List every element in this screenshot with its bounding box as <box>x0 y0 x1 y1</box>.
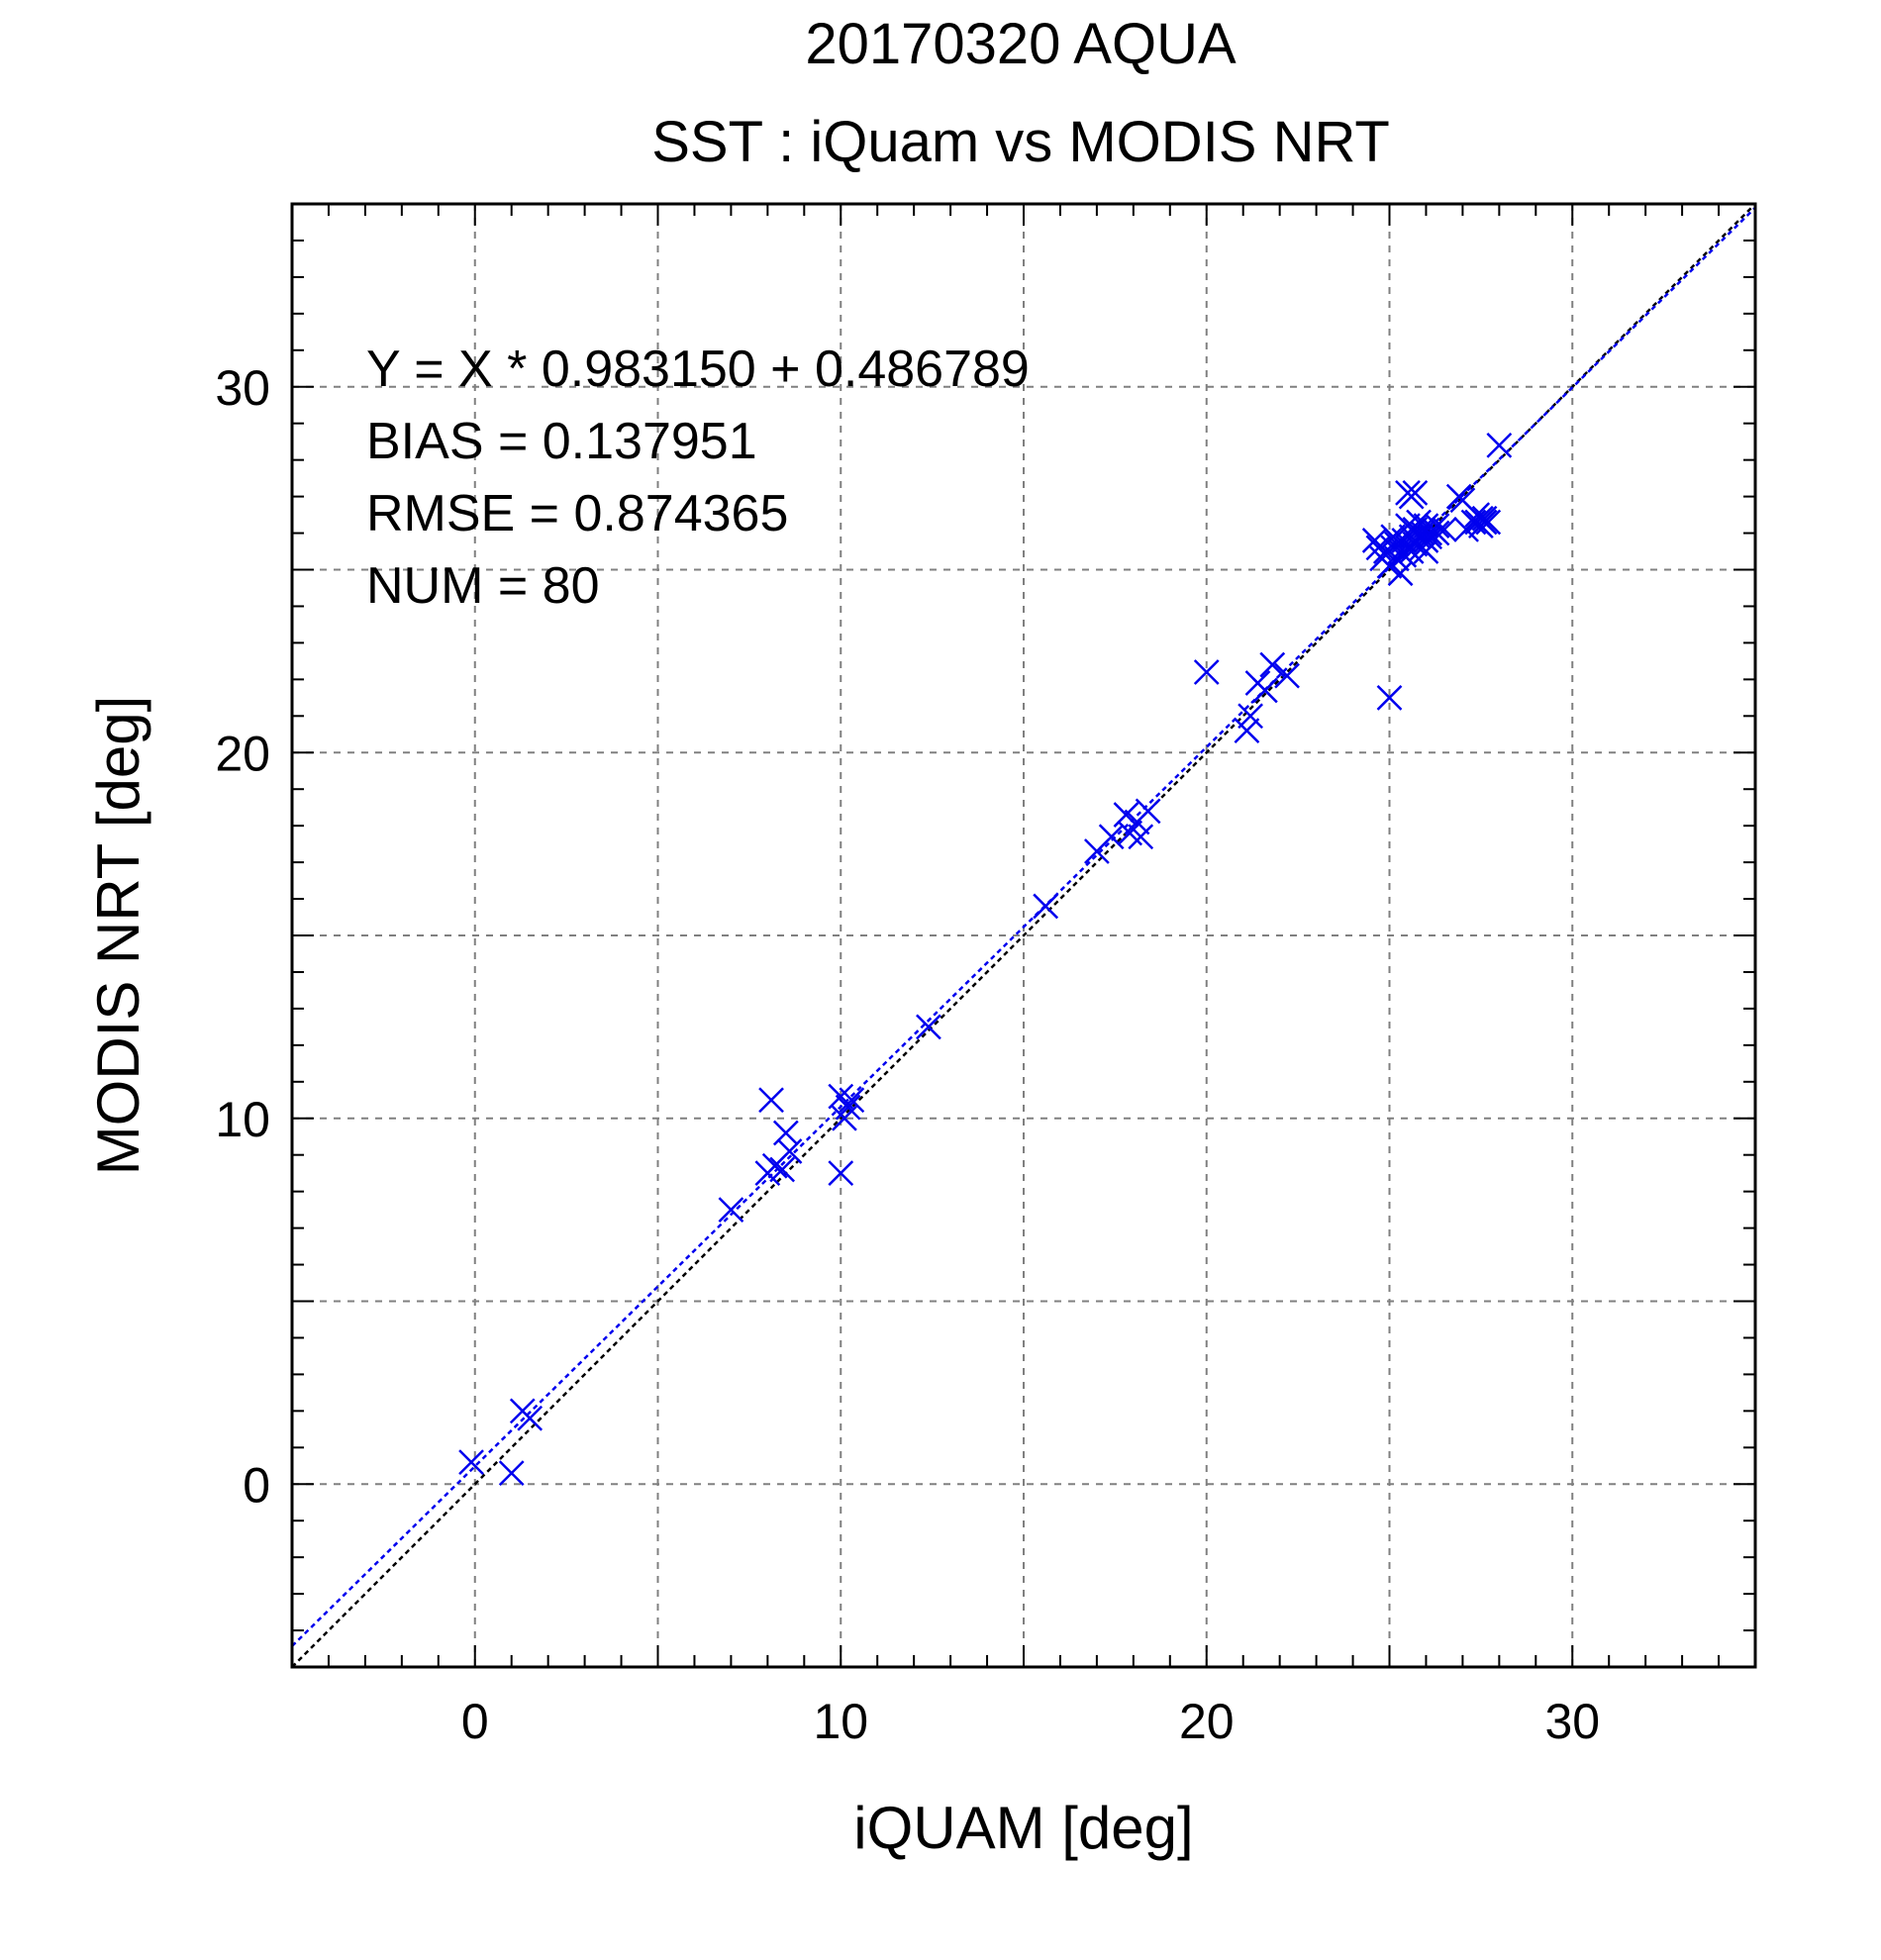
scatter-point <box>1033 893 1059 920</box>
y-tick-label: 0 <box>243 1457 270 1513</box>
scatter-point <box>1424 520 1450 546</box>
chart-subtitle: SST : iQuam vs MODIS NRT <box>651 110 1390 174</box>
x-tick-label: 0 <box>461 1694 489 1749</box>
stats-box: Y = X * 0.983150 + 0.486789 BIAS = 0.137… <box>366 341 1030 615</box>
scatter-point <box>758 1087 784 1114</box>
scatter-point <box>458 1449 484 1475</box>
x-tick-label: 10 <box>813 1694 868 1749</box>
scatter-point <box>1424 513 1450 539</box>
scatter-point <box>517 1405 544 1431</box>
scatter-point <box>1128 824 1154 850</box>
scatter-point <box>1486 432 1513 458</box>
plot-frame <box>290 202 1757 1669</box>
x-axis-label: iQUAM [deg] <box>853 1795 1193 1861</box>
scatter-point <box>1135 798 1161 825</box>
regression-equation: Y = X * 0.983150 + 0.486789 <box>366 341 1030 398</box>
tick-labels: 0 10 20 30 0 10 20 30 <box>215 360 1600 1749</box>
scatter-point <box>1251 677 1278 704</box>
scatter-point <box>1471 509 1498 536</box>
scatter-point <box>772 1120 799 1146</box>
reference-lines <box>291 203 1756 1668</box>
scatter-point <box>769 1156 796 1183</box>
scatter-point <box>1432 516 1457 542</box>
x-tick-label: 30 <box>1544 1694 1600 1749</box>
data-points <box>458 432 1513 1487</box>
y-tick-label: 10 <box>215 1092 270 1147</box>
scatter-point <box>1274 662 1300 689</box>
axis-ticks <box>291 203 1756 1668</box>
scatter-point <box>828 1160 854 1187</box>
x-tick-label: 20 <box>1179 1694 1235 1749</box>
y-axis-label: MODIS NRT [deg] <box>85 696 151 1176</box>
regression-line <box>291 206 1756 1647</box>
y-tick-label: 20 <box>215 726 270 781</box>
scatter-point <box>1098 824 1125 850</box>
scatter-point <box>498 1460 525 1487</box>
scatter-point <box>1417 524 1443 550</box>
scatter-point <box>1193 659 1220 685</box>
one-to-one-line <box>291 203 1756 1668</box>
scatter-point <box>1376 684 1403 711</box>
scatter-point <box>1238 703 1263 730</box>
scatter-point <box>1259 651 1286 678</box>
scatter-point <box>718 1197 744 1224</box>
scatter-point <box>1475 509 1502 536</box>
scatter-point <box>1387 560 1414 587</box>
bias-value: BIAS = 0.137951 <box>366 413 757 470</box>
rmse-value: RMSE = 0.874365 <box>366 485 788 542</box>
scatter-point <box>916 1014 941 1040</box>
y-tick-label: 30 <box>215 360 270 416</box>
scatter-point <box>776 1138 803 1164</box>
scatter-point <box>1402 480 1429 506</box>
scatter-point <box>1234 718 1260 743</box>
num-value: NUM = 80 <box>366 557 600 615</box>
scatter-point <box>835 1094 861 1121</box>
scatter-point <box>839 1087 865 1114</box>
chart-title: 20170320 AQUA <box>805 12 1237 76</box>
